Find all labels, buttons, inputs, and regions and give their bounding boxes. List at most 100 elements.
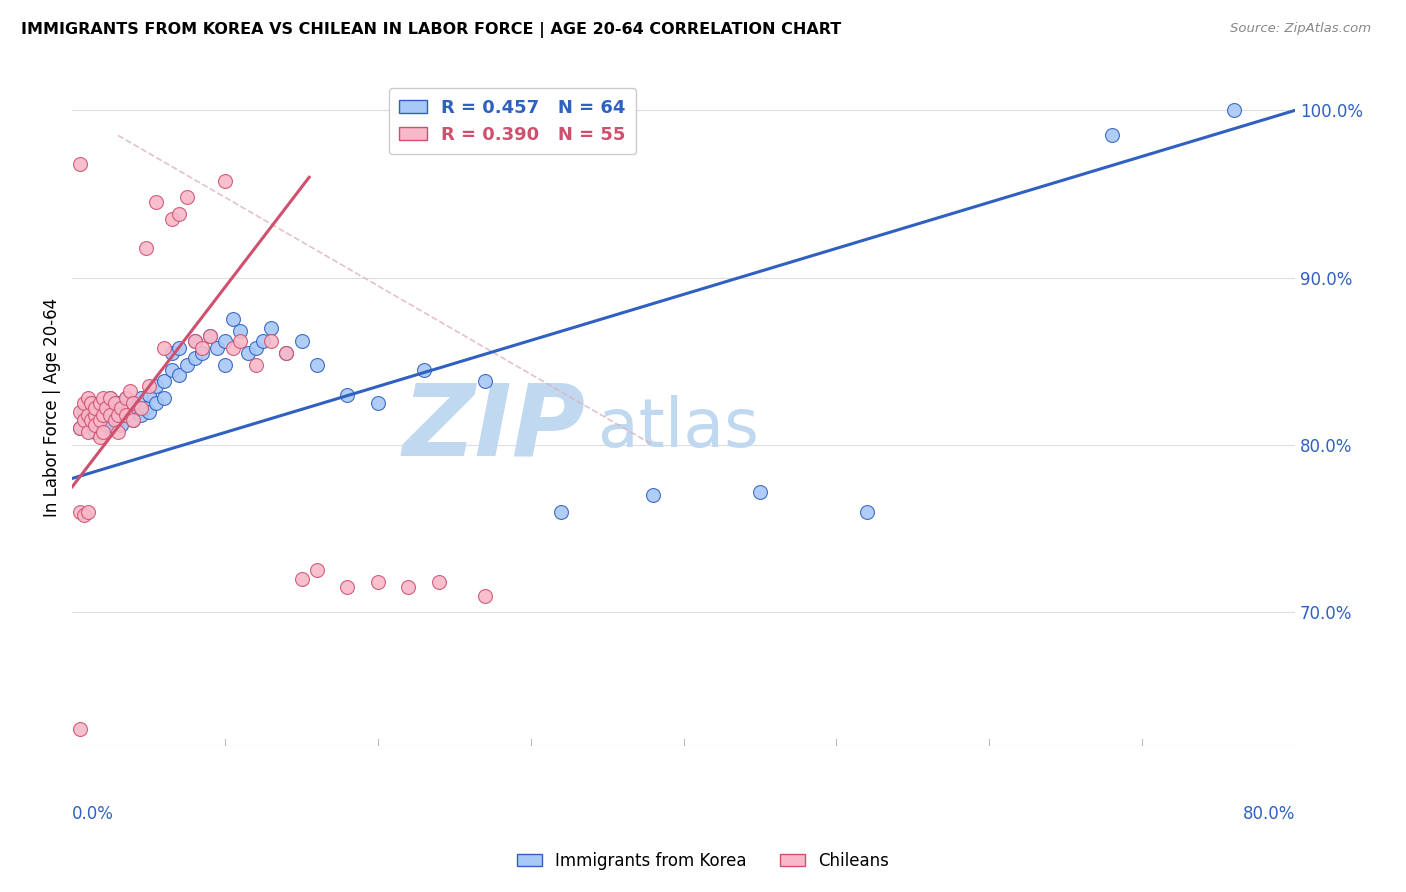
Point — [69, 505, 91, 519]
Point — [160, 212, 183, 227]
Point — [245, 358, 267, 372]
Point — [84, 417, 107, 432]
Point — [183, 334, 205, 349]
Point — [73, 396, 96, 410]
Point — [91, 425, 114, 439]
Point — [305, 564, 328, 578]
Legend: R = 0.457   N = 64, R = 0.390   N = 55: R = 0.457 N = 64, R = 0.390 N = 55 — [388, 87, 637, 154]
Point — [107, 408, 129, 422]
Point — [114, 391, 136, 405]
Point — [207, 341, 229, 355]
Point — [69, 157, 91, 171]
Point — [229, 324, 252, 338]
Point — [222, 341, 245, 355]
Point — [89, 413, 111, 427]
Text: ZIP: ZIP — [402, 379, 586, 476]
Point — [110, 401, 132, 416]
Point — [191, 346, 214, 360]
Point — [69, 404, 91, 418]
Point — [191, 341, 214, 355]
Point — [107, 425, 129, 439]
Point — [122, 396, 145, 410]
Point — [550, 505, 572, 519]
Point — [367, 575, 389, 590]
Point — [91, 404, 114, 418]
Point — [167, 368, 190, 382]
Point — [100, 391, 122, 405]
Point — [183, 334, 205, 349]
Point — [122, 413, 145, 427]
Point — [290, 572, 312, 586]
Point — [129, 401, 152, 416]
Point — [73, 508, 96, 523]
Point — [73, 413, 96, 427]
Text: 0.0%: 0.0% — [72, 805, 114, 822]
Point — [76, 505, 98, 519]
Point — [290, 334, 312, 349]
Point — [125, 404, 148, 418]
Point — [89, 396, 111, 410]
Point — [398, 580, 420, 594]
Point — [104, 396, 127, 410]
Point — [100, 417, 122, 432]
Point — [214, 173, 236, 187]
Point — [76, 408, 98, 422]
Point — [114, 391, 136, 405]
Point — [120, 384, 142, 399]
Y-axis label: In Labor Force | Age 20-64: In Labor Force | Age 20-64 — [44, 298, 60, 516]
Point — [167, 341, 190, 355]
Point — [94, 401, 117, 416]
Point — [76, 413, 98, 427]
Point — [198, 329, 221, 343]
Point — [367, 396, 389, 410]
Point — [104, 413, 127, 427]
Point — [856, 505, 879, 519]
Point — [91, 421, 114, 435]
Point — [1223, 103, 1246, 118]
Text: Source: ZipAtlas.com: Source: ZipAtlas.com — [1230, 22, 1371, 36]
Point — [122, 413, 145, 427]
Point — [94, 396, 117, 410]
Point — [100, 408, 122, 422]
Point — [84, 401, 107, 416]
Point — [100, 391, 122, 405]
Point — [69, 421, 91, 435]
Point — [260, 321, 283, 335]
Legend: Immigrants from Korea, Chileans: Immigrants from Korea, Chileans — [510, 846, 896, 877]
Point — [69, 723, 91, 737]
Point — [91, 391, 114, 405]
Point — [84, 401, 107, 416]
Point — [79, 413, 101, 427]
Point — [260, 334, 283, 349]
Point — [79, 396, 101, 410]
Point — [104, 404, 127, 418]
Point — [153, 375, 176, 389]
Point — [167, 207, 190, 221]
Point — [84, 425, 107, 439]
Point — [73, 404, 96, 418]
Point — [245, 341, 267, 355]
Text: atlas: atlas — [598, 394, 759, 460]
Point — [153, 341, 176, 355]
Point — [176, 358, 198, 372]
Point — [153, 391, 176, 405]
Point — [336, 388, 359, 402]
Point — [229, 334, 252, 349]
Point — [474, 375, 496, 389]
Point — [107, 396, 129, 410]
Point — [236, 346, 259, 360]
Point — [100, 408, 122, 422]
Point — [89, 413, 111, 427]
Point — [198, 329, 221, 343]
Text: 80.0%: 80.0% — [1243, 805, 1295, 822]
Point — [183, 351, 205, 365]
Point — [160, 362, 183, 376]
Point — [76, 391, 98, 405]
Point — [129, 408, 152, 422]
Point — [107, 413, 129, 427]
Point — [69, 421, 91, 435]
Point — [114, 408, 136, 422]
Point — [222, 312, 245, 326]
Text: IMMIGRANTS FROM KOREA VS CHILEAN IN LABOR FORCE | AGE 20-64 CORRELATION CHART: IMMIGRANTS FROM KOREA VS CHILEAN IN LABO… — [21, 22, 841, 38]
Point — [474, 589, 496, 603]
